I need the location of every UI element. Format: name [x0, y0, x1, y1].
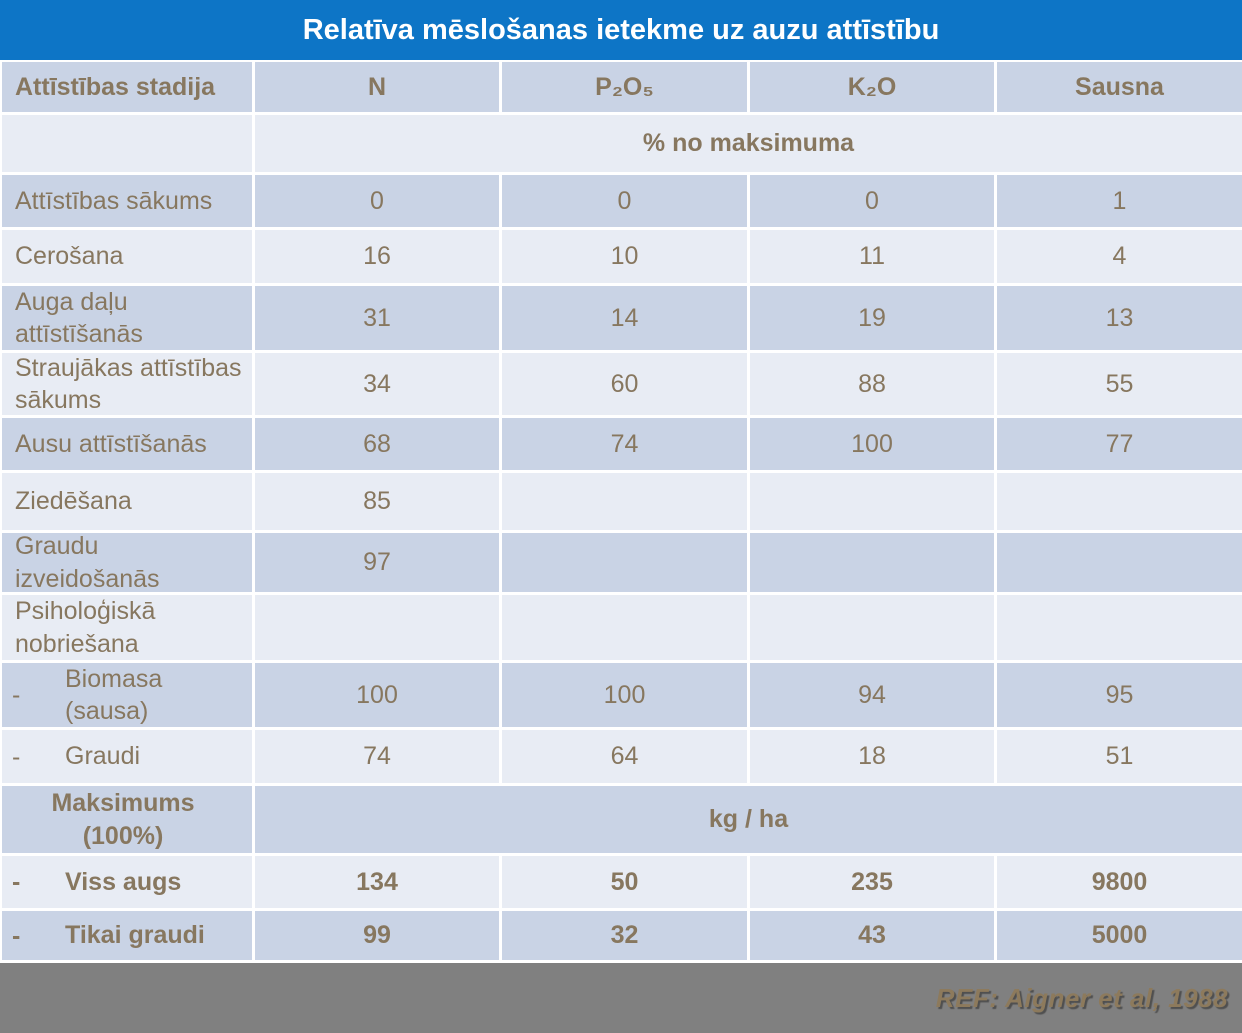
stage-cell: - Tikai graudi	[2, 911, 252, 960]
value-cell: 99	[255, 911, 499, 960]
value-cell: 11	[750, 230, 994, 283]
table-row: - Viss augs 134 50 235 9800	[0, 856, 1242, 908]
value-cell: 68	[255, 418, 499, 470]
value-cell: 1	[997, 175, 1242, 227]
section-row-kg: Maksimums (100%) kg / ha	[0, 786, 1242, 853]
section-row-percent: % no maksimuma	[0, 115, 1242, 172]
value-cell	[750, 473, 994, 530]
value-cell: 55	[997, 353, 1242, 415]
table-row: Cerošana 16 10 11 4	[0, 230, 1242, 283]
value-cell: 64	[502, 730, 747, 783]
value-cell: 13	[997, 286, 1242, 350]
stage-cell: Straujākas attīstības sākums	[2, 353, 252, 415]
value-cell: 60	[502, 353, 747, 415]
value-cell: 100	[502, 663, 747, 727]
stage-cell: Cerošana	[2, 230, 252, 283]
value-cell: 235	[750, 856, 994, 908]
stage-cell: - Viss augs	[2, 856, 252, 908]
value-cell: 14	[502, 286, 747, 350]
table-row: Psiholoģiskā nobriešana	[0, 595, 1242, 660]
stage-label: Viss augs	[65, 867, 182, 896]
stage-label: Tikai graudi	[65, 921, 205, 950]
section-label-percent: % no maksimuma	[255, 115, 1242, 172]
empty-cell	[2, 115, 252, 172]
table-row: Ziedēšana 85	[0, 473, 1242, 530]
stage-cell: Attīstības sākums	[2, 175, 252, 227]
value-cell: 74	[255, 730, 499, 783]
value-cell: 95	[997, 663, 1242, 727]
value-cell	[750, 533, 994, 592]
value-cell: 16	[255, 230, 499, 283]
table-row: Attīstības sākums 0 0 0 1	[0, 175, 1242, 227]
value-cell	[997, 473, 1242, 530]
value-cell: 43	[750, 911, 994, 960]
stage-cell: Auga daļu attīstīšanās	[2, 286, 252, 350]
header-cell-k2o: K₂O	[750, 62, 994, 112]
dash-bullet: -	[12, 742, 21, 771]
slide-title-bar: Relatīva mēslošanas ietekme uz auzu attī…	[0, 0, 1242, 60]
value-cell	[502, 533, 747, 592]
table-row: Straujākas attīstības sākums 34 60 88 55	[0, 353, 1242, 415]
header-cell-sausna: Sausna	[997, 62, 1242, 112]
table-header-row: Attīstības stadija N P₂O₅ K₂O Sausna	[0, 62, 1242, 112]
value-cell: 100	[750, 418, 994, 470]
stage-label: Graudi	[65, 742, 141, 771]
value-cell: 32	[502, 911, 747, 960]
value-cell	[997, 533, 1242, 592]
footer-bar: REF: Aigner et al, 1988	[0, 963, 1242, 1033]
value-cell: 74	[502, 418, 747, 470]
table-row: - Graudi 74 64 18 51	[0, 730, 1242, 783]
value-cell: 10	[502, 230, 747, 283]
dash-bullet: -	[12, 680, 21, 709]
section-label-kg: kg / ha	[255, 786, 1242, 853]
value-cell: 50	[502, 856, 747, 908]
table-row: - Biomasa (sausa) 100 100 94 95	[0, 663, 1242, 727]
table-row: - Tikai graudi 99 32 43 5000	[0, 911, 1242, 960]
value-cell: 18	[750, 730, 994, 783]
stage-cell: - Graudi	[2, 730, 252, 783]
value-cell: 0	[502, 175, 747, 227]
table-row: Graudu izveidošanās 97	[0, 532, 1242, 593]
value-cell: 34	[255, 353, 499, 415]
stage-cell: Psiholoģiskā nobriešana	[2, 595, 252, 660]
value-cell: 77	[997, 418, 1242, 470]
stage-cell: Ausu attīstīšanās	[2, 418, 252, 470]
stage-cell: Ziedēšana	[2, 473, 252, 530]
header-cell-stage: Attīstības stadija	[2, 62, 252, 112]
value-cell: 85	[255, 473, 499, 530]
value-cell: 4	[997, 230, 1242, 283]
table-row: Ausu attīstīšanās 68 74 100 77	[0, 418, 1242, 470]
page-title: Relatīva mēslošanas ietekme uz auzu attī…	[302, 13, 940, 46]
value-cell: 100	[255, 663, 499, 727]
table-row: Auga daļu attīstīšanās 31 14 19 13	[0, 286, 1242, 350]
value-cell	[750, 595, 994, 660]
header-cell-n: N	[255, 62, 499, 112]
header-cell-p2o5: P₂O₅	[502, 62, 747, 112]
value-cell: 5000	[997, 911, 1242, 960]
dash-bullet: -	[12, 867, 21, 896]
value-cell: 0	[255, 175, 499, 227]
value-cell: 9800	[997, 856, 1242, 908]
maksimums-label-cell: Maksimums (100%)	[2, 786, 252, 853]
value-cell: 94	[750, 663, 994, 727]
maksimums-label: Maksimums (100%)	[51, 789, 195, 850]
stage-cell: Graudu izveidošanās	[2, 532, 252, 593]
stage-label: Biomasa (sausa)	[65, 664, 163, 726]
value-cell: 88	[750, 353, 994, 415]
value-cell: 0	[750, 175, 994, 227]
dash-bullet: -	[12, 921, 21, 950]
reference-text: REF: Aigner et al, 1988	[935, 982, 1228, 1013]
value-cell: 31	[255, 286, 499, 350]
value-cell: 97	[255, 533, 499, 592]
value-cell: 19	[750, 286, 994, 350]
value-cell	[502, 473, 747, 530]
value-cell: 51	[997, 730, 1242, 783]
value-cell	[502, 595, 747, 660]
value-cell	[997, 595, 1242, 660]
value-cell	[255, 595, 499, 660]
stage-cell: - Biomasa (sausa)	[2, 663, 252, 727]
value-cell: 134	[255, 856, 499, 908]
